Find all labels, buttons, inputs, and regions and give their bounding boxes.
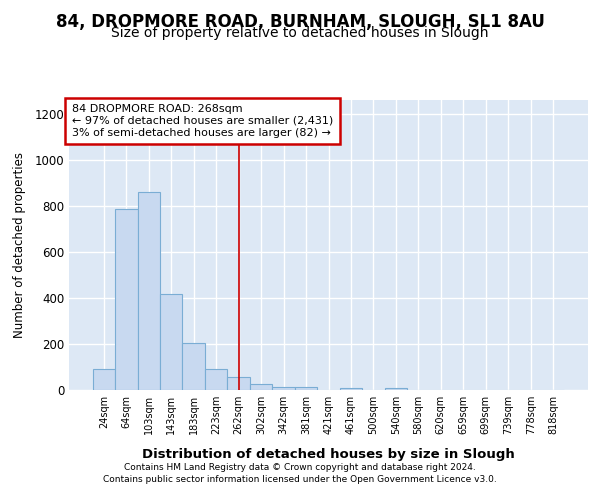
Bar xyxy=(385,388,407,390)
Bar xyxy=(227,378,250,390)
Y-axis label: Number of detached properties: Number of detached properties xyxy=(13,152,26,338)
Text: Contains public sector information licensed under the Open Government Licence v3: Contains public sector information licen… xyxy=(103,474,497,484)
Text: 84, DROPMORE ROAD, BURNHAM, SLOUGH, SL1 8AU: 84, DROPMORE ROAD, BURNHAM, SLOUGH, SL1 … xyxy=(56,12,544,30)
Bar xyxy=(137,192,160,390)
Bar xyxy=(340,388,362,390)
Bar xyxy=(92,370,115,390)
Bar xyxy=(160,294,182,390)
Bar xyxy=(182,343,205,390)
Bar xyxy=(115,210,137,390)
Text: Contains HM Land Registry data © Crown copyright and database right 2024.: Contains HM Land Registry data © Crown c… xyxy=(124,464,476,472)
Bar xyxy=(272,386,295,390)
Text: Size of property relative to detached houses in Slough: Size of property relative to detached ho… xyxy=(111,26,489,40)
X-axis label: Distribution of detached houses by size in Slough: Distribution of detached houses by size … xyxy=(142,448,515,461)
Bar xyxy=(250,384,272,390)
Bar xyxy=(295,386,317,390)
Bar xyxy=(205,370,227,390)
Text: 84 DROPMORE ROAD: 268sqm
← 97% of detached houses are smaller (2,431)
3% of semi: 84 DROPMORE ROAD: 268sqm ← 97% of detach… xyxy=(71,104,333,138)
